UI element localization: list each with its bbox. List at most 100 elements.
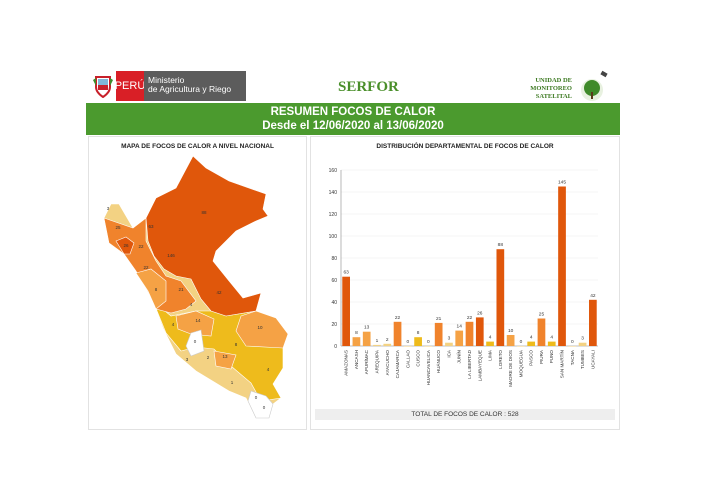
- ministry-line2: de Agricultura y Riego: [148, 84, 232, 94]
- bar: [414, 337, 422, 346]
- bar: [465, 321, 474, 346]
- map-value-label: 21: [178, 287, 184, 292]
- x-tick-label: LIMA: [488, 349, 493, 361]
- x-tick-label: PUNO: [549, 350, 554, 364]
- data-label: 8: [355, 330, 358, 336]
- map-value-label: 3: [107, 206, 110, 211]
- region-ancash: [135, 268, 167, 310]
- bar: [558, 186, 566, 346]
- map-value-label: 22: [138, 244, 144, 249]
- bar: [342, 276, 350, 346]
- coat-of-arms-icon: [90, 71, 116, 101]
- data-label: 22: [467, 315, 473, 321]
- data-label: 3: [581, 336, 584, 342]
- unit-line2: MONITOREO: [530, 85, 572, 92]
- x-tick-label: PIURA: [539, 349, 544, 364]
- data-label: 10: [508, 328, 514, 334]
- map-value-label: 42: [216, 290, 222, 295]
- ministry-name: Ministerio de Agricultura y Riego: [144, 71, 246, 101]
- unit-line1: UNIDAD DE: [535, 77, 572, 84]
- map-value-label: 1: [231, 380, 234, 385]
- y-tick-label: 80: [331, 256, 337, 262]
- data-label: 14: [457, 324, 463, 330]
- region-junin: [175, 310, 215, 337]
- data-label: 0: [520, 339, 523, 345]
- bar: [475, 317, 484, 346]
- header: PERÚ Ministerio de Agricultura y Riego S…: [86, 68, 620, 102]
- data-label: 4: [550, 335, 553, 341]
- x-tick-label: AMAZONAS: [344, 350, 349, 376]
- x-tick-label: TUMBES: [580, 350, 585, 369]
- x-tick-label: LA LIBERTAD: [467, 349, 472, 378]
- region-lambayeque: [115, 236, 135, 255]
- chart-panel: DISTRIBUCIÓN DEPARTAMENTAL DE FOCOS DE C…: [310, 136, 620, 430]
- map-value-label: 13: [222, 354, 228, 359]
- bar: [578, 342, 587, 346]
- x-tick-label: LORETO: [498, 350, 503, 369]
- data-label: 3: [448, 336, 451, 342]
- x-tick-label: APURÍMAC: [363, 349, 369, 374]
- unit-name: UNIDAD DE MONITOREO SATELITAL: [506, 77, 572, 101]
- bar: [496, 249, 505, 346]
- y-tick-label: 60: [331, 278, 337, 284]
- title-banner: RESUMEN FOCOS DE CALOR Desde el 12/06/20…: [86, 103, 620, 135]
- ministry-line1: Ministerio: [148, 75, 185, 85]
- data-label: 13: [364, 325, 370, 331]
- data-label: 8: [417, 330, 420, 336]
- region-huancavelica: [185, 329, 205, 357]
- region-dark-northeast: [145, 155, 269, 317]
- data-label: 4: [530, 335, 533, 341]
- x-tick-label: HUANCAVELICA: [426, 349, 431, 385]
- region-madre-de-dios: [235, 310, 289, 349]
- x-tick-label: CAJAMARCA: [395, 349, 400, 378]
- x-tick-label: TACNA: [570, 349, 575, 365]
- bar-chart: 02040608010012014016063AMAZONAS8ANCASH13…: [329, 168, 598, 387]
- data-label: 25: [539, 312, 545, 318]
- total-hotspots: TOTAL DE FOCOS DE CALOR : 528: [315, 409, 615, 420]
- x-tick-label: JUNÍN: [456, 350, 462, 364]
- data-label: 2: [386, 337, 389, 343]
- x-tick-label: CALLAO: [405, 350, 410, 369]
- peru-label: PERÚ: [115, 71, 145, 101]
- x-tick-label: MOQUEGUA: [518, 349, 523, 377]
- y-tick-label: 40: [331, 300, 337, 306]
- map-value-label: 4: [172, 322, 175, 327]
- map-value-label: 63: [148, 224, 154, 229]
- region-apurimac: [213, 350, 237, 370]
- bar: [434, 322, 443, 346]
- bar: [424, 346, 433, 347]
- report: PERÚ Ministerio de Agricultura y Riego S…: [86, 68, 620, 430]
- x-tick-label: PASCO: [529, 350, 534, 366]
- map-value-label: 25: [115, 225, 121, 230]
- x-tick-label: CUSCO: [416, 350, 421, 367]
- map-value-label: 4: [190, 302, 193, 307]
- y-tick-label: 0: [334, 344, 337, 350]
- map-value-label: 146: [167, 253, 175, 258]
- y-tick-label: 120: [329, 212, 338, 218]
- bar: [506, 335, 515, 346]
- y-tick-label: 160: [329, 168, 338, 174]
- x-tick-label: MADRE DE DIOS: [508, 350, 513, 387]
- y-tick-label: 20: [331, 322, 337, 328]
- bar: [547, 341, 556, 346]
- bar: [445, 342, 453, 346]
- x-tick-label: ANCASH: [354, 350, 359, 369]
- map-value-label: 8: [155, 287, 158, 292]
- x-tick-label: UCAYALI: [590, 350, 595, 369]
- x-tick-label: AYACUCHO: [385, 350, 390, 376]
- map-value-label: 3: [186, 357, 189, 362]
- x-tick-label: HUÁNUCO: [435, 350, 441, 374]
- bar: [362, 331, 371, 346]
- map-panel: MAPA DE FOCOS DE CALOR A NIVEL NACIONAL …: [88, 136, 307, 430]
- data-label: 0: [571, 339, 574, 345]
- map-value-label: 0: [194, 339, 197, 344]
- serfor-logo: SERFOR: [338, 79, 399, 95]
- bar: [486, 341, 494, 346]
- map-value-label: 2: [207, 355, 210, 360]
- data-label: 0: [406, 339, 409, 345]
- map-value-label: 4: [267, 367, 270, 372]
- chart-title: DISTRIBUCIÓN DEPARTAMENTAL DE FOCOS DE C…: [376, 143, 554, 150]
- bar: [589, 299, 597, 346]
- map-value-label: 26: [123, 243, 129, 248]
- data-label: 1: [376, 338, 379, 344]
